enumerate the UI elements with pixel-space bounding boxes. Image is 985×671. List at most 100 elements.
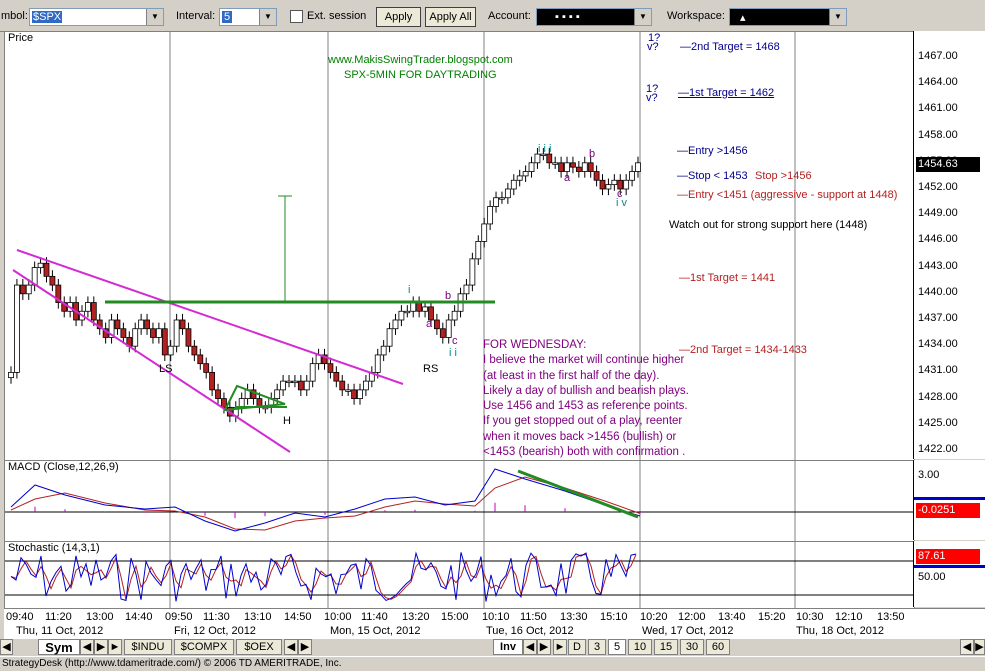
wave-label-a-top: a [564, 172, 571, 184]
scroll-right-button[interactable]: ▶ [974, 639, 985, 655]
candle [327, 363, 334, 373]
target-1-short: —1st Target = 1441 [679, 272, 776, 284]
macd-pane[interactable]: MACD (Close,12,26,9) [4, 460, 915, 542]
interval-combo[interactable]: 5 ▼ [219, 8, 277, 26]
tab-nav-left-icon[interactable]: ◀ [80, 639, 94, 655]
price-pane[interactable]: Price www.MakisSwingTrader.blogspot.com … [4, 31, 915, 461]
target-1-short-text: 1st Target = 1441 [690, 272, 776, 284]
chevron-down-icon[interactable]: ▼ [829, 9, 846, 25]
target-2-long: —2nd Target = 1468 [680, 41, 780, 53]
note-line: when it moves back >1456 (bullish) or [483, 430, 677, 443]
stop-long-text: Stop < 1453 [688, 170, 748, 182]
tab-more-right-icon[interactable]: ▶ [298, 639, 312, 655]
lower-trendline [12, 269, 291, 453]
stochastic-chart[interactable] [5, 542, 914, 608]
wave-label-iv: i v [616, 197, 627, 209]
candle [49, 275, 56, 286]
pattern-label-h: H [283, 415, 291, 427]
note-line: <1453 (bearish) both with confirmation . [483, 446, 686, 459]
candle [504, 188, 511, 199]
candle [528, 162, 535, 172]
candle [475, 240, 482, 260]
tab-nav-end-icon[interactable]: ► [108, 639, 122, 655]
tab-more-left-icon[interactable]: ◀ [284, 639, 298, 655]
tab-d[interactable]: D [568, 639, 586, 655]
chevron-down-icon[interactable]: ▼ [259, 9, 276, 25]
tab-30[interactable]: 30 [680, 639, 704, 655]
interval-label: Interval: [176, 10, 216, 22]
symbol-combo[interactable]: $SPX ▼ [29, 8, 164, 26]
day-tick: Thu, 18 Oct, 2012 [796, 625, 885, 637]
note-line: I believe the market will continue highe… [483, 354, 685, 367]
tab-sym[interactable]: Sym [38, 639, 80, 655]
note-line: If you get stopped out of a play, reente… [483, 415, 683, 428]
price-tick: 1458.00 [918, 128, 958, 141]
tab-5[interactable]: 5 [608, 639, 626, 655]
time-tick: 10:20 [640, 611, 668, 623]
tab-compx[interactable]: $COMPX [174, 639, 234, 655]
tab-inv-left-icon[interactable]: ◀ [523, 639, 537, 655]
candle [167, 345, 174, 356]
wave-v-question-mid: v? [646, 92, 658, 104]
account-value: ▪ ▪ ▪ ▪ [555, 11, 580, 23]
scroll-left-button[interactable]: ◀ [960, 639, 974, 655]
tab-oex[interactable]: $OEX [236, 639, 282, 655]
tab-10[interactable]: 10 [628, 639, 652, 655]
tab-indu[interactable]: $INDU [124, 639, 172, 655]
workspace-combo[interactable]: ▴ ▼ [729, 8, 847, 26]
tab-inv-end-icon[interactable]: ► [553, 639, 567, 655]
last-price-marker: 1454.63 [916, 157, 980, 172]
candle [221, 398, 227, 408]
candle [197, 354, 204, 365]
account-combo[interactable]: ▪ ▪ ▪ ▪ ▼ [536, 8, 652, 26]
time-tick: 13:30 [560, 611, 588, 623]
candle [351, 389, 357, 400]
time-tick: 13:50 [877, 611, 905, 623]
time-tick: 09:50 [165, 611, 193, 623]
stochastic-pane[interactable]: Stochastic (14,3,1) [4, 541, 915, 609]
price-tick: 1464.00 [918, 76, 958, 89]
candle [280, 380, 286, 391]
tab-scroll-left-button[interactable]: ◀ [0, 639, 13, 655]
day-tick: Fri, 12 Oct, 2012 [174, 625, 256, 637]
candle [416, 302, 423, 312]
apply-all-button[interactable]: Apply All [425, 7, 476, 27]
ext-session-checkbox[interactable] [290, 10, 303, 23]
tab-nav-right-icon[interactable]: ▶ [94, 639, 108, 655]
macd-tick-top: 3.00 [918, 469, 940, 481]
status-bar: StrategyDesk (http://www.tdameritrade.co… [0, 656, 985, 671]
time-tick: 15:00 [441, 611, 469, 623]
candle [43, 262, 50, 277]
candle [191, 345, 198, 356]
tab-inv[interactable]: Inv [493, 639, 523, 655]
candle [386, 328, 393, 347]
upper-trendline [16, 249, 404, 385]
candle [274, 389, 281, 400]
candle [546, 153, 553, 164]
tab-60[interactable]: 60 [706, 639, 730, 655]
candle [564, 162, 570, 172]
tab-3[interactable]: 3 [588, 639, 606, 655]
chevron-down-icon[interactable]: ▼ [634, 9, 651, 25]
candle [309, 363, 316, 382]
candle [558, 162, 565, 172]
macd-chart[interactable] [5, 461, 914, 541]
candle [439, 328, 446, 338]
note-line: Use 1456 and 1453 as reference points. [483, 400, 688, 413]
candle [463, 284, 470, 295]
candle [114, 319, 121, 330]
candle [593, 171, 600, 181]
chevron-down-icon[interactable]: ▼ [146, 9, 163, 25]
support-note: Watch out for strong support here (1448) [669, 219, 868, 231]
candle [605, 184, 612, 190]
target-1-long-text: 1st Target = 1462 [689, 87, 775, 99]
price-chart[interactable] [5, 32, 914, 460]
note-line: (at least in the first half of the day). [483, 369, 660, 382]
apply-button[interactable]: Apply [376, 7, 421, 27]
candle [374, 354, 381, 373]
tab-inv-right-icon[interactable]: ▶ [537, 639, 551, 655]
candle [487, 206, 494, 225]
tab-15[interactable]: 15 [654, 639, 678, 655]
candle [445, 319, 452, 338]
candle [179, 319, 186, 330]
